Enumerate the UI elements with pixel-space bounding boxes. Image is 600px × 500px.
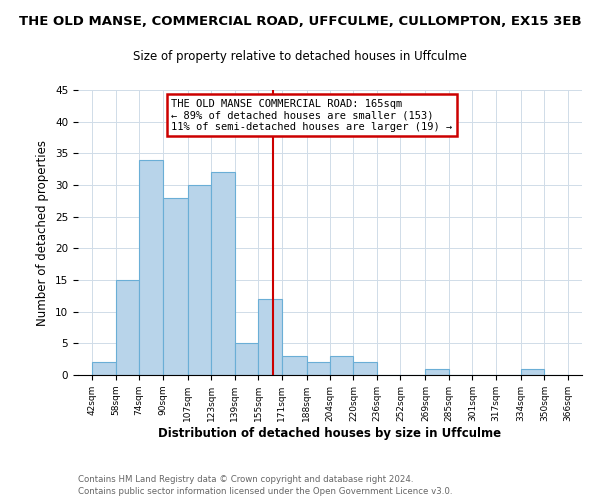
Bar [521,368,544,375]
Bar [116,280,139,375]
Bar [211,172,235,375]
Y-axis label: Number of detached properties: Number of detached properties [37,140,49,326]
Bar [139,160,163,375]
Bar [235,344,258,375]
Bar [353,362,377,375]
Bar [92,362,116,375]
Bar [425,368,449,375]
Text: Contains HM Land Registry data © Crown copyright and database right 2024.: Contains HM Land Registry data © Crown c… [78,475,413,484]
Bar [188,185,211,375]
Bar [258,299,281,375]
Bar [163,198,188,375]
Bar [281,356,307,375]
Bar [307,362,330,375]
Text: Contains public sector information licensed under the Open Government Licence v3: Contains public sector information licen… [78,488,452,496]
Bar [330,356,353,375]
Text: Size of property relative to detached houses in Uffculme: Size of property relative to detached ho… [133,50,467,63]
Text: THE OLD MANSE, COMMERCIAL ROAD, UFFCULME, CULLOMPTON, EX15 3EB: THE OLD MANSE, COMMERCIAL ROAD, UFFCULME… [19,15,581,28]
Text: THE OLD MANSE COMMERCIAL ROAD: 165sqm
← 89% of detached houses are smaller (153): THE OLD MANSE COMMERCIAL ROAD: 165sqm ← … [171,98,452,132]
X-axis label: Distribution of detached houses by size in Uffculme: Distribution of detached houses by size … [158,426,502,440]
